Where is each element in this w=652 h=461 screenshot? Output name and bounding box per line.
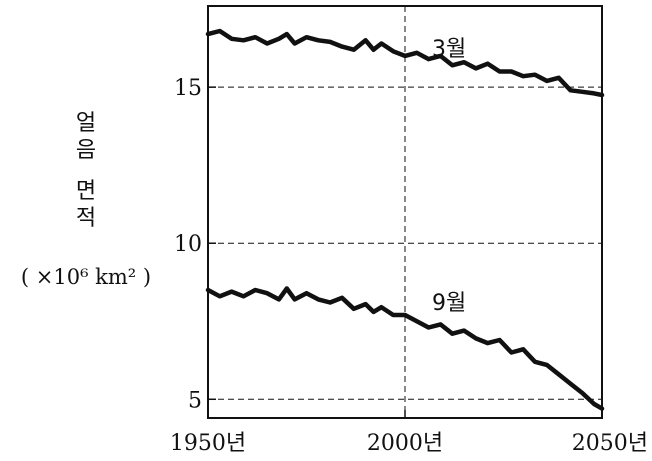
series-line-march (205, 28, 605, 98)
tick-marks (207, 86, 603, 418)
tick-labels: 5 10 15 1950년 2000년 2050년 (170, 76, 648, 456)
series-lines (205, 28, 605, 411)
series-label-march: 3월 (432, 37, 466, 62)
y-tick-label-15: 15 (174, 76, 202, 101)
series-label-september: 9월 (432, 291, 466, 316)
series-line-september (205, 286, 605, 411)
y-axis-unit: ( ×10⁶ km² ) (21, 265, 151, 289)
y-tick-label-5: 5 (188, 388, 202, 413)
grid-lines (208, 6, 602, 418)
x-tick-label-2050: 2050년 (572, 431, 648, 456)
x-tick-label-1950: 1950년 (170, 431, 246, 456)
y-tick-label-10: 10 (174, 232, 202, 257)
x-tick-label-2000: 2000년 (367, 431, 443, 456)
